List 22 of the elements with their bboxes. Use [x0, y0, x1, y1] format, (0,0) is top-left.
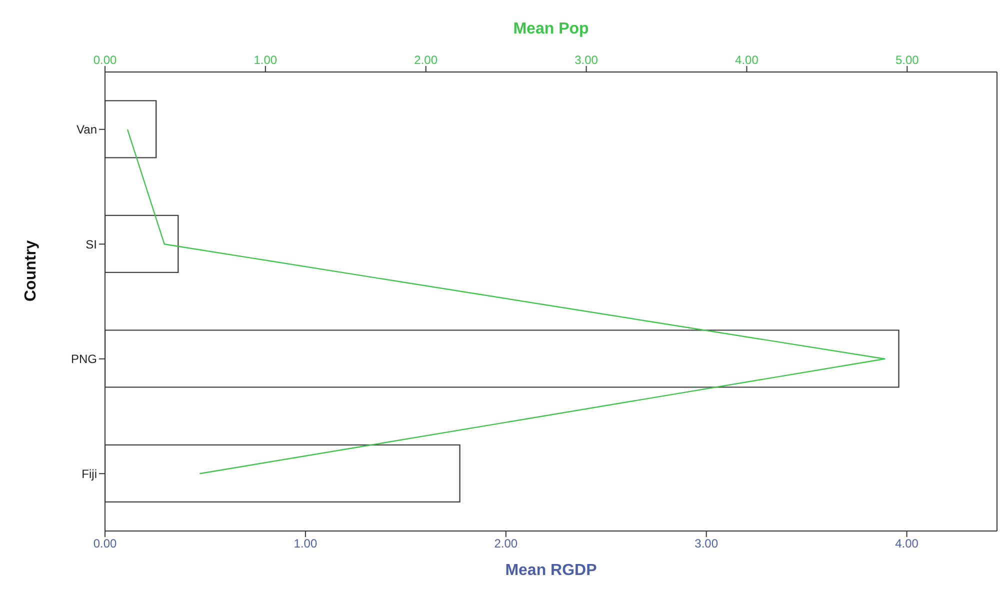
y-axis-title: Country	[22, 240, 40, 302]
x2-tick-label: 5.00	[895, 53, 920, 67]
x2-tick-label: 3.00	[574, 53, 598, 67]
y-tick-label: Fiji	[82, 466, 97, 481]
y-tick-label: SI	[86, 237, 97, 252]
y-tick-label: Van	[76, 122, 97, 137]
x-axis-title: Mean RGDP	[505, 562, 598, 579]
bar	[105, 100, 157, 158]
bar	[105, 330, 900, 388]
x-tick-label: 2.00	[494, 536, 518, 551]
x2-tick-label: 4.00	[735, 53, 759, 67]
y-tick-label: PNG	[70, 352, 97, 366]
bar	[105, 444, 460, 503]
x2-tick-label: 1.00	[254, 53, 278, 67]
x2-axis-title: Mean Pop	[513, 20, 590, 38]
x2-tick-label: 0.00	[93, 53, 117, 67]
x-tick-label: 4.00	[895, 536, 919, 551]
x2-tick-label: 2.00	[414, 53, 438, 67]
x-tick-label: 3.00	[694, 536, 718, 551]
bar	[105, 214, 179, 274]
x-tick-label: 1.00	[294, 536, 318, 551]
x-tick-label: 0.00	[93, 536, 117, 551]
